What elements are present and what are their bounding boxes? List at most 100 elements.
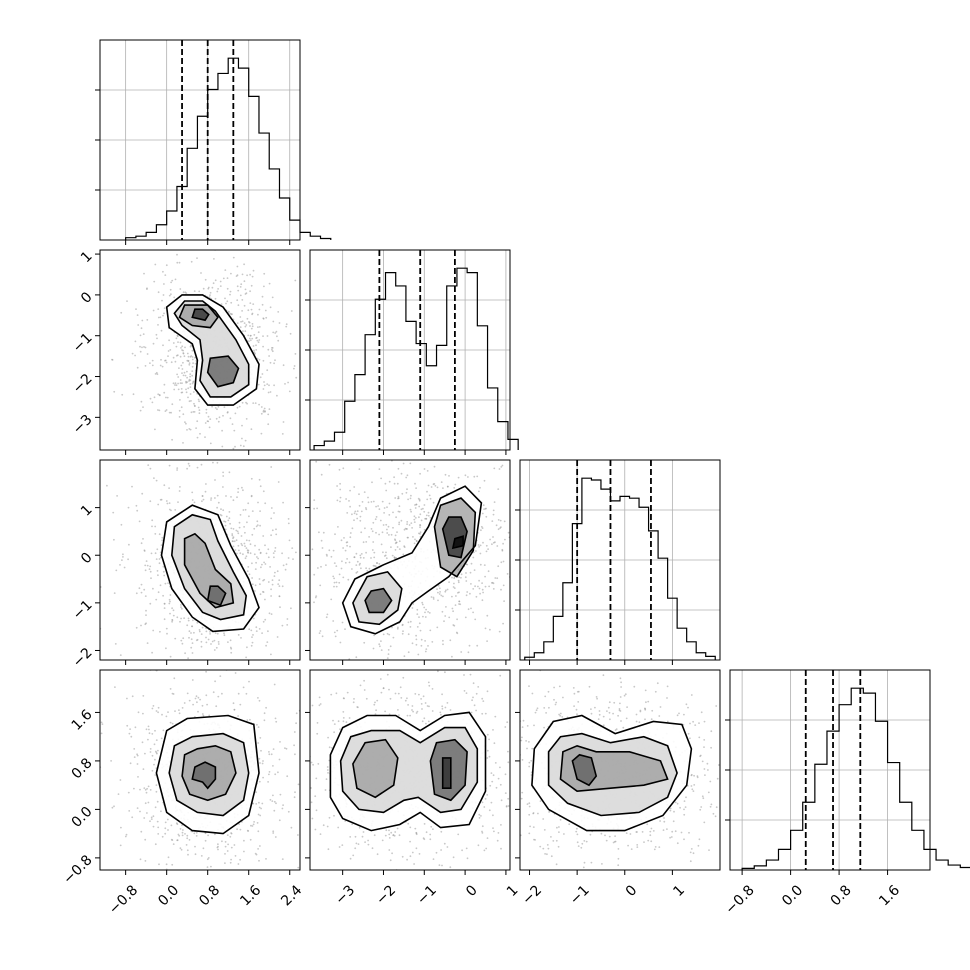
sample-point	[444, 590, 447, 593]
sample-point	[239, 514, 242, 516]
sample-point	[148, 732, 151, 735]
sample-point	[188, 400, 191, 403]
sample-point	[212, 282, 215, 285]
sample-point	[480, 815, 482, 817]
sample-point	[197, 696, 200, 699]
sample-point	[115, 569, 118, 572]
sample-point	[144, 569, 147, 572]
sample-point	[448, 668, 450, 670]
sample-point	[378, 468, 381, 470]
sample-point	[406, 858, 408, 861]
sample-point	[198, 412, 201, 415]
sample-point	[420, 703, 423, 705]
sample-point	[457, 579, 460, 582]
sample-point	[208, 714, 211, 717]
sample-point	[600, 886, 602, 888]
sample-point	[443, 662, 445, 664]
sample-point	[188, 699, 191, 702]
sample-point	[368, 536, 370, 538]
sample-point	[260, 807, 262, 810]
density-contour	[352, 738, 399, 799]
sample-point	[530, 765, 532, 767]
sample-point	[233, 540, 236, 543]
sample-point	[110, 760, 112, 762]
sample-point	[157, 503, 160, 506]
sample-point	[240, 542, 243, 545]
sample-point	[136, 807, 139, 809]
density-contour	[441, 757, 452, 789]
sample-point	[139, 409, 142, 412]
sample-point	[414, 507, 417, 509]
sample-point	[260, 566, 262, 569]
sample-point	[486, 733, 489, 736]
sample-point	[293, 744, 295, 747]
sample-point	[377, 505, 379, 507]
sample-point	[222, 486, 224, 488]
sample-point	[162, 294, 165, 296]
sample-point	[475, 692, 478, 695]
sample-point	[224, 297, 226, 300]
sample-point	[307, 510, 309, 512]
sample-point	[365, 551, 367, 554]
sample-point	[197, 484, 199, 486]
sample-point	[385, 435, 387, 437]
sample-point	[190, 646, 193, 649]
sample-point	[477, 844, 480, 847]
sample-point	[225, 302, 227, 305]
sample-point	[418, 853, 421, 855]
sample-point	[440, 830, 443, 833]
sample-point	[223, 632, 225, 635]
sample-point	[488, 809, 491, 812]
sample-point	[166, 396, 169, 399]
sample-point	[494, 715, 497, 718]
sample-point	[273, 575, 276, 577]
sample-point	[174, 384, 176, 386]
sample-point	[171, 620, 174, 623]
sample-point	[172, 342, 175, 344]
sample-point	[520, 739, 523, 742]
sample-point	[548, 706, 550, 709]
sample-point	[248, 340, 250, 343]
sample-point	[386, 657, 389, 659]
sample-point	[188, 428, 191, 430]
sample-point	[272, 552, 275, 554]
sample-point	[154, 263, 157, 266]
sample-point	[273, 809, 276, 812]
sample-point	[224, 862, 226, 864]
sample-point	[214, 458, 216, 460]
sample-point	[272, 320, 275, 323]
sample-point	[205, 641, 208, 644]
sample-point	[267, 581, 270, 583]
sample-point	[184, 671, 186, 673]
sample-point	[423, 717, 426, 720]
sample-point	[247, 566, 250, 568]
sample-point	[448, 581, 450, 583]
sample-point	[451, 655, 453, 658]
sample-point	[113, 390, 116, 393]
sample-point	[481, 582, 483, 584]
sample-point	[211, 405, 214, 408]
sample-point	[191, 625, 193, 628]
sample-point	[502, 584, 505, 587]
sample-point	[158, 394, 161, 397]
sample-point	[176, 253, 178, 256]
sample-point	[378, 508, 381, 511]
sample-point	[241, 437, 243, 440]
sample-point	[181, 707, 184, 709]
sample-point	[161, 713, 163, 716]
sample-point	[157, 706, 160, 709]
sample-point	[469, 592, 471, 595]
sample-point	[225, 668, 227, 670]
sample-point	[245, 547, 248, 549]
sample-point	[201, 500, 203, 503]
sample-point	[342, 467, 345, 470]
sample-point	[140, 583, 143, 586]
sample-point	[258, 339, 261, 341]
sample-point	[207, 834, 210, 837]
sample-point	[297, 532, 299, 534]
sample-point	[194, 697, 197, 700]
sample-point	[261, 373, 264, 375]
sample-point	[280, 747, 282, 749]
sample-point	[189, 345, 192, 348]
sample-point	[224, 841, 227, 843]
